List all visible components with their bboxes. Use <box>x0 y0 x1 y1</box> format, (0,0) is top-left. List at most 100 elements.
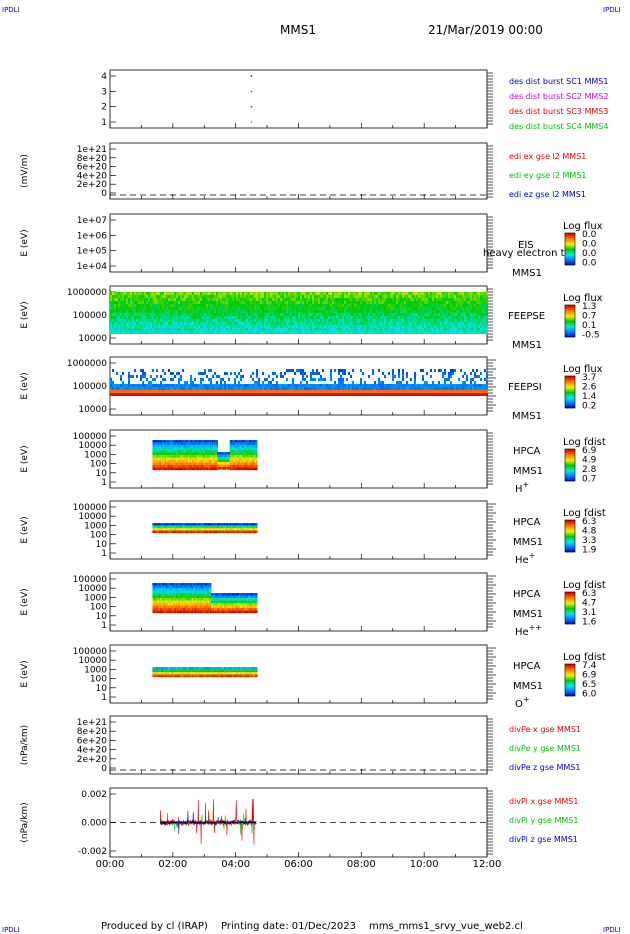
heat-cell <box>188 465 190 468</box>
heat-cell <box>182 310 184 313</box>
heat-cell <box>322 331 324 334</box>
heat-cell <box>292 292 294 295</box>
heat-cell <box>158 455 160 458</box>
heat-cell <box>480 319 482 322</box>
heat-cell <box>220 331 222 334</box>
heat-cell <box>214 325 216 328</box>
heat-cell <box>183 460 186 463</box>
colorbar-title: Log flux <box>563 293 603 304</box>
heat-cell <box>189 455 191 458</box>
heat-cell <box>406 372 408 375</box>
heat-cell <box>170 322 172 325</box>
heat-cell <box>176 328 178 331</box>
heat-cell <box>178 378 180 381</box>
heat-cell <box>150 331 152 334</box>
heat-cell <box>416 295 418 298</box>
heat-cell <box>177 467 180 471</box>
heat-cell <box>258 319 260 322</box>
heat-cell <box>160 375 162 378</box>
heat-cell <box>414 322 416 325</box>
heat-cell <box>368 298 370 301</box>
heat-cell <box>378 304 380 307</box>
heat-cell <box>270 298 272 301</box>
heat-cell <box>164 304 166 307</box>
heat-cell <box>430 393 432 396</box>
heat-cell <box>230 322 232 325</box>
y-tick-label: 1000000 <box>67 359 107 369</box>
heat-cell <box>354 322 356 325</box>
heat-cell <box>412 390 414 393</box>
heat-cell <box>222 378 224 381</box>
colorbar-cell <box>565 233 575 235</box>
heat-cell <box>426 381 428 384</box>
heat-cell <box>318 298 320 301</box>
heat-cell <box>200 378 202 381</box>
heat-cell <box>159 462 161 466</box>
heat-cell <box>450 331 452 334</box>
heat-cell <box>464 316 466 319</box>
heat-cell <box>296 331 298 334</box>
heat-cell <box>200 381 202 384</box>
heat-cell <box>154 447 156 451</box>
heat-cell <box>126 384 128 387</box>
heat-cell <box>228 331 230 334</box>
heat-cell <box>193 467 196 471</box>
heat-cell <box>188 301 190 304</box>
heat-cell <box>270 387 272 390</box>
heat-cell <box>452 292 454 295</box>
heat-cell <box>482 322 484 325</box>
heat-cell <box>362 325 364 328</box>
heat-cell <box>358 325 360 328</box>
heat-cell <box>284 310 286 313</box>
heat-cell <box>432 298 434 301</box>
heat-cell <box>202 304 204 307</box>
heat-cell <box>348 325 350 328</box>
heat-cell <box>396 328 398 331</box>
heat-cell <box>204 304 206 307</box>
heat-cell <box>486 328 488 331</box>
heat-cell <box>152 369 154 372</box>
colorbar-cell <box>565 406 575 408</box>
colorbar-cell <box>565 391 575 393</box>
heat-cell <box>198 313 200 316</box>
heat-cell <box>292 384 294 387</box>
heat-cell <box>304 387 306 390</box>
heat-cell <box>290 292 292 295</box>
heat-cell <box>159 447 162 451</box>
heat-cell <box>189 450 191 453</box>
heat-cell <box>452 387 454 390</box>
heat-cell <box>146 301 148 304</box>
heat-cell <box>366 304 368 307</box>
heat-cell <box>186 445 188 448</box>
heat-cell <box>172 452 174 456</box>
heat-cell <box>238 328 240 331</box>
heat-cell <box>350 307 352 310</box>
heat-cell <box>430 313 432 316</box>
heat-cell <box>472 390 474 393</box>
heat-cell <box>350 316 352 319</box>
heat-cell <box>344 390 346 393</box>
heat-cell <box>338 292 340 295</box>
heat-cell <box>178 313 180 316</box>
heat-cell <box>188 442 190 446</box>
heat-cell <box>360 301 362 304</box>
colorbar-cell <box>565 263 575 265</box>
heat-cell <box>286 378 288 381</box>
heat-cell <box>360 393 362 396</box>
heat-cell <box>446 331 448 334</box>
heat-cell <box>300 313 302 316</box>
heat-cell <box>110 384 112 387</box>
heat-cell <box>118 325 120 328</box>
heat-cell <box>440 319 442 322</box>
heat-cell <box>148 390 150 393</box>
heat-cell <box>308 313 310 316</box>
heat-cell <box>190 442 192 446</box>
heat-cell <box>170 313 172 316</box>
heat-cell <box>410 390 412 393</box>
heat-cell <box>370 295 372 298</box>
heat-cell <box>346 298 348 301</box>
heat-cell <box>110 387 112 390</box>
heat-cell <box>484 331 486 334</box>
heat-cell <box>462 319 464 322</box>
